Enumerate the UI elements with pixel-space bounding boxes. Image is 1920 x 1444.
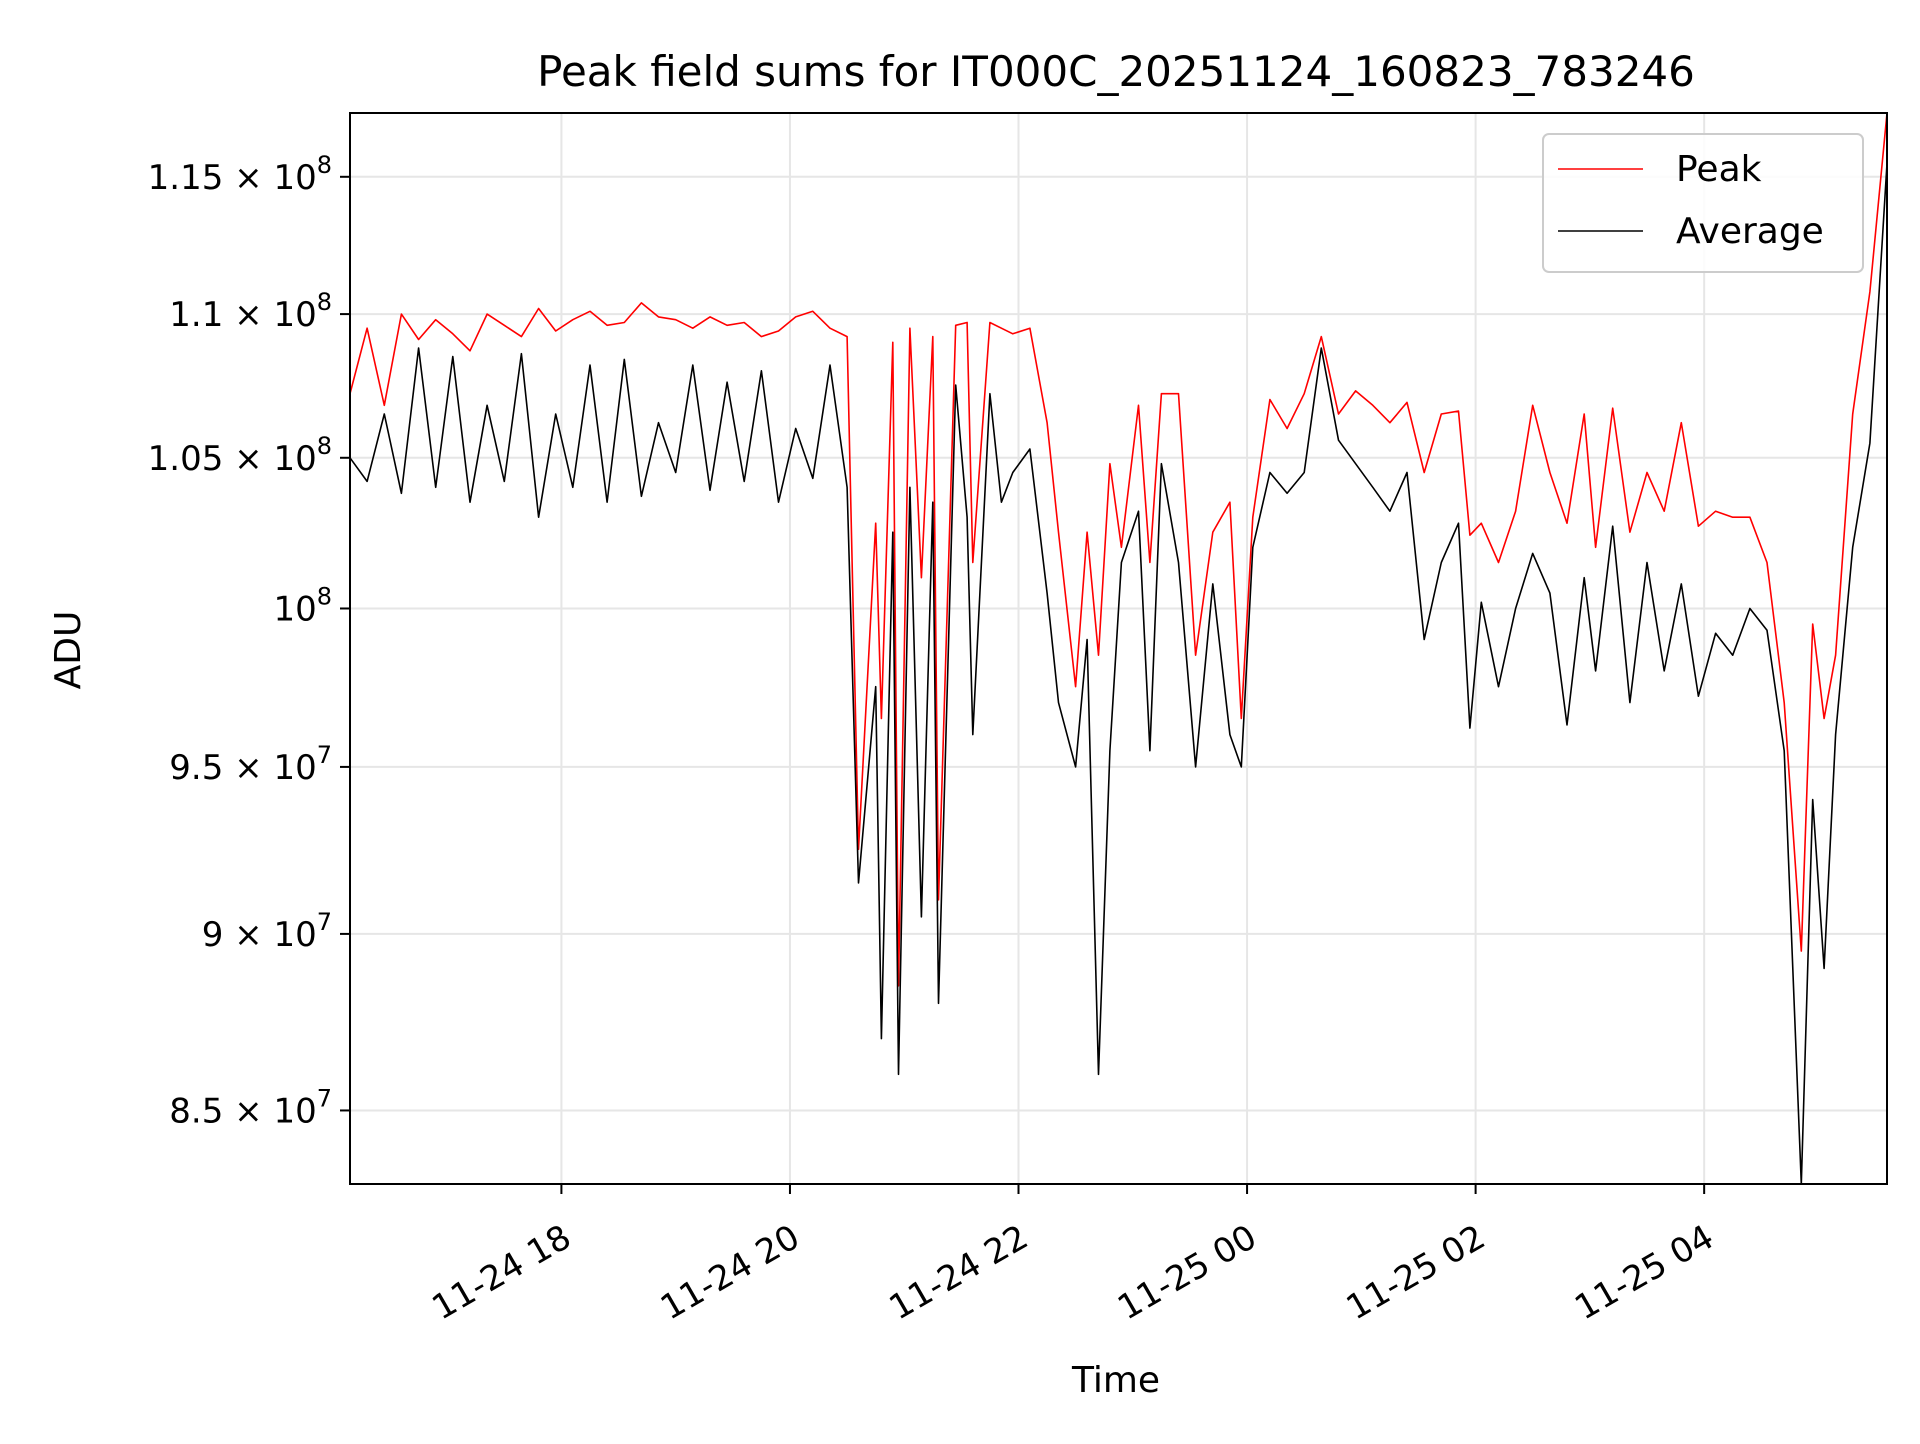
y-tick-mantissa: 9.5 × 10 (169, 748, 316, 788)
y-tick-mantissa: 1.1 × 10 (169, 295, 316, 335)
y-tick-label: 108 (273, 582, 332, 629)
y-tick-exponent: 8 (317, 432, 332, 460)
x-axis-label: Time (1071, 1360, 1160, 1401)
y-tick-exponent: 7 (317, 1084, 332, 1112)
y-tick-label: 8.5 × 107 (169, 1084, 332, 1131)
legend-label-average: Average (1676, 211, 1824, 252)
y-tick-exponent: 8 (317, 288, 332, 316)
y-tick-label: 1.1 × 108 (169, 288, 332, 335)
y-tick-mantissa: 10 (273, 589, 316, 629)
series-line-peak (349, 112, 1888, 987)
y-tick-exponent: 7 (317, 908, 332, 936)
series-layer (349, 112, 1888, 1185)
y-axis-label: ADU (48, 611, 89, 690)
y-tick-exponent: 8 (317, 151, 332, 179)
y-tick-exponent: 8 (317, 582, 332, 610)
y-tick-mantissa: 9 × 10 (202, 915, 317, 955)
y-tick-label: 9.5 × 107 (169, 741, 332, 788)
axes-frame (349, 112, 1888, 1185)
y-tick-mantissa: 8.5 × 10 (169, 1091, 316, 1131)
chart-title: Peak field sums for IT000C_20251124_1608… (537, 47, 1695, 96)
y-tick-mantissa: 1.15 × 10 (148, 158, 317, 198)
y-tick-mantissa: 1.05 × 10 (148, 439, 317, 479)
y-tick-label: 9 × 107 (202, 908, 332, 955)
legend: Peak Average (1542, 133, 1864, 273)
series-line-average (349, 163, 1888, 1185)
y-tick-exponent: 7 (317, 741, 332, 769)
y-tick-label: 1.05 × 108 (148, 432, 332, 479)
y-tick-label: 1.15 × 108 (148, 151, 332, 198)
legend-label-peak: Peak (1676, 149, 1762, 190)
